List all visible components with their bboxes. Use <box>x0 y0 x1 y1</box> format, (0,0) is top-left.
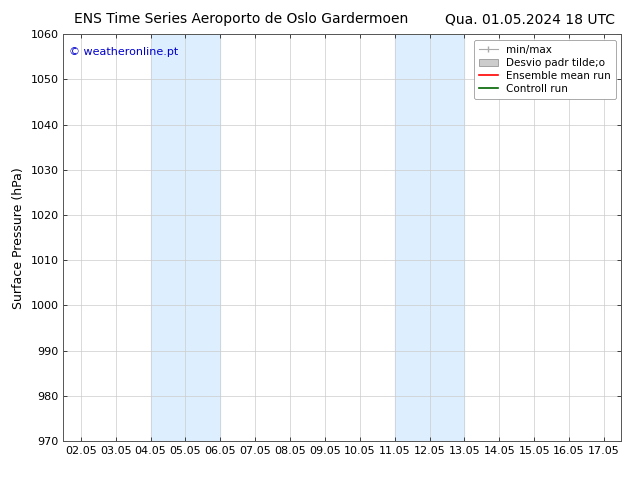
Text: ENS Time Series Aeroporto de Oslo Gardermoen: ENS Time Series Aeroporto de Oslo Garder… <box>74 12 408 26</box>
Bar <box>150 34 221 441</box>
Text: Qua. 01.05.2024 18 UTC: Qua. 01.05.2024 18 UTC <box>445 12 615 26</box>
Legend: min/max, Desvio padr tilde;o, Ensemble mean run, Controll run: min/max, Desvio padr tilde;o, Ensemble m… <box>474 40 616 99</box>
Bar <box>394 34 464 441</box>
Text: © weatheronline.pt: © weatheronline.pt <box>69 47 178 56</box>
Y-axis label: Surface Pressure (hPa): Surface Pressure (hPa) <box>12 167 25 309</box>
